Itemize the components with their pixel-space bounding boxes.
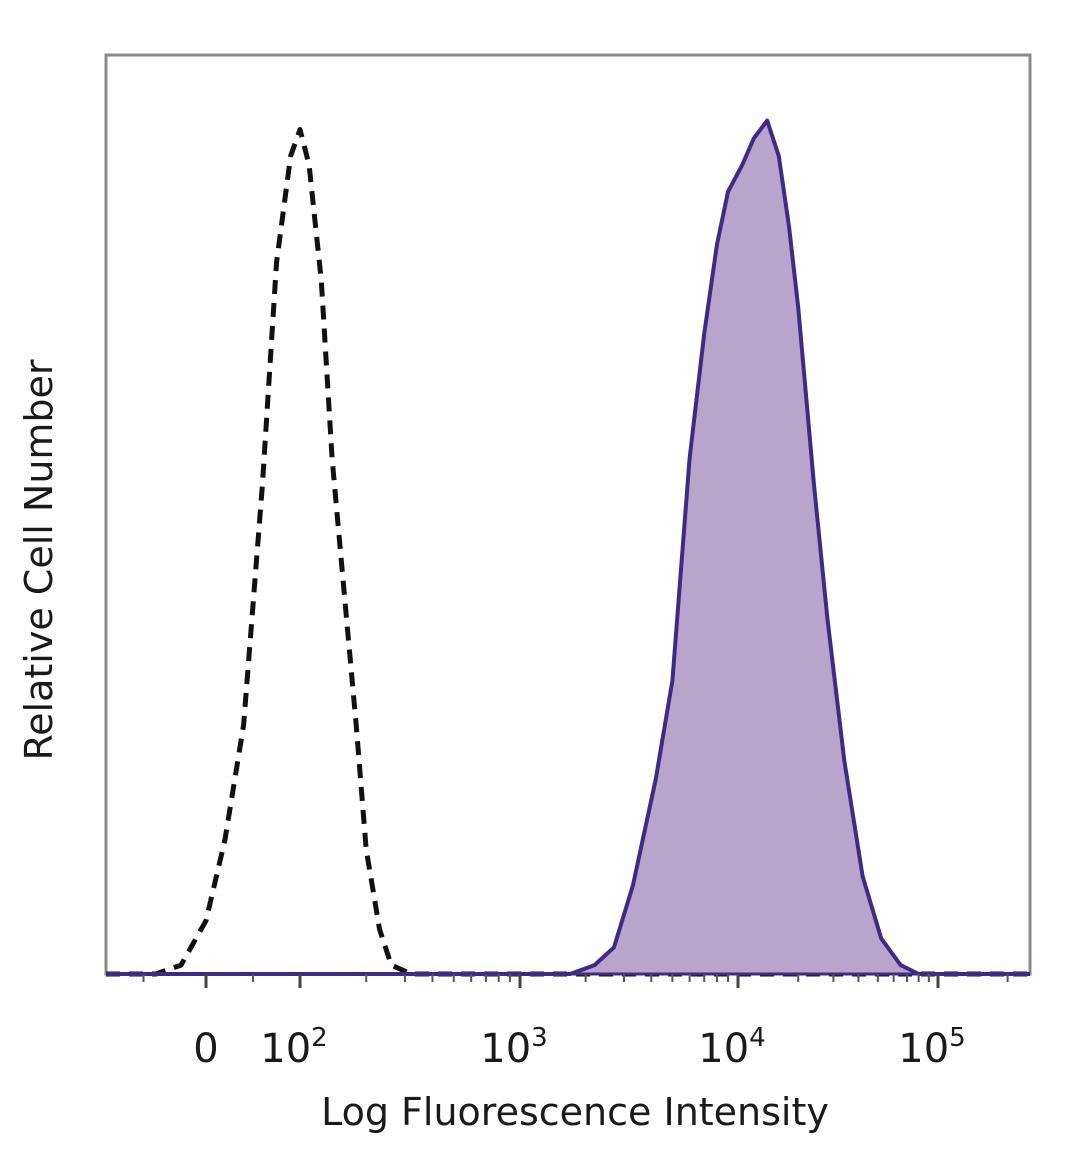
x-tick-label: 0 bbox=[193, 1026, 218, 1072]
x-axis-label: Log Fluorescence Intensity bbox=[321, 1090, 829, 1134]
plot-frame bbox=[104, 53, 1032, 976]
y-axis-label: Relative Cell Number bbox=[17, 359, 61, 760]
x-tick-label: 105 bbox=[898, 1023, 965, 1072]
x-tick-label: 104 bbox=[698, 1023, 765, 1072]
series-1-line bbox=[106, 118, 1030, 976]
x-tick-layer: 0 102 103 104 105 bbox=[142, 974, 1009, 1072]
x-tick-label: 102 bbox=[260, 1023, 327, 1072]
x-tick-label: 103 bbox=[480, 1023, 547, 1072]
